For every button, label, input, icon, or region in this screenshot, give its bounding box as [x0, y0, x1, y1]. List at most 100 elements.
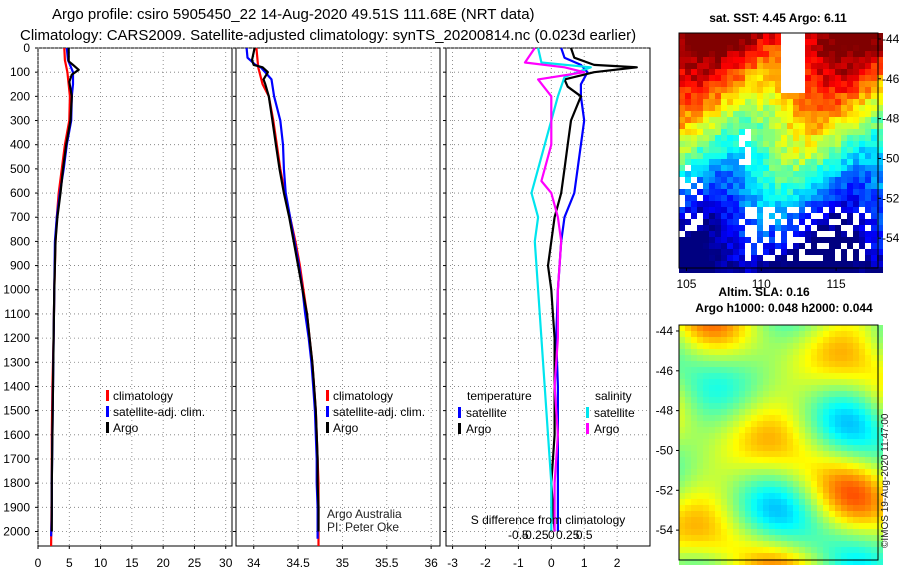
sla-cell — [685, 427, 691, 433]
sla-cell — [787, 505, 793, 511]
sst-cell — [715, 129, 721, 135]
sst-cell — [751, 39, 757, 45]
sst-cell — [697, 87, 703, 93]
sst-cell — [715, 213, 721, 219]
sst-cell — [823, 183, 829, 189]
sla-cell — [859, 529, 865, 535]
sla-cell — [835, 547, 841, 553]
sla-cell — [745, 433, 751, 439]
sla-cell — [727, 403, 733, 409]
sst-cell — [691, 207, 697, 213]
sla-cell — [859, 349, 865, 355]
sst-cell — [745, 219, 751, 225]
sst-cell — [853, 237, 859, 243]
sst-cell — [745, 267, 751, 273]
sst-cell — [829, 39, 835, 45]
sst-cell — [697, 213, 703, 219]
sla-cell — [739, 493, 745, 499]
sst-cell — [835, 105, 841, 111]
sla-cell — [847, 457, 853, 463]
sla-cell — [787, 421, 793, 427]
sla-cell — [781, 487, 787, 493]
sst-cell — [727, 129, 733, 135]
sla-cell — [829, 535, 835, 541]
sla-cell — [829, 415, 835, 421]
sla-cell — [799, 349, 805, 355]
sla-cell — [775, 493, 781, 499]
sst-cell — [763, 261, 769, 267]
sst-cell — [733, 51, 739, 57]
sla-cell — [847, 469, 853, 475]
sst-cell — [877, 87, 883, 93]
sla-cell — [877, 403, 883, 409]
sst-cell — [835, 123, 841, 129]
sla-cell — [715, 547, 721, 553]
sla-cell — [727, 421, 733, 427]
sla-cell — [733, 535, 739, 541]
sst-cell — [697, 69, 703, 75]
sla-cell — [829, 445, 835, 451]
sst-cell — [775, 153, 781, 159]
sst-cell — [841, 75, 847, 81]
sst-cell — [829, 255, 835, 261]
sst-cell — [697, 243, 703, 249]
sla-cell — [751, 541, 757, 547]
sla-cell — [763, 367, 769, 373]
sst-cell — [763, 75, 769, 81]
sla-cell — [745, 343, 751, 349]
sst-cell — [751, 87, 757, 93]
sst-cell — [703, 33, 709, 39]
sst-cell — [871, 177, 877, 183]
legend-swatch — [326, 422, 329, 433]
sla-cell — [775, 367, 781, 373]
sst-cell — [757, 177, 763, 183]
sla-cell — [697, 355, 703, 361]
sst-cell — [715, 111, 721, 117]
sst-cell — [823, 195, 829, 201]
depth-tick-label: 1000 — [3, 283, 30, 297]
sst-cell — [787, 39, 793, 45]
sst-cell — [865, 123, 871, 129]
sst-cell — [697, 267, 703, 273]
sst-cell — [709, 201, 715, 207]
sla-cell — [691, 337, 697, 343]
sst-cell — [733, 99, 739, 105]
sst-cell — [727, 165, 733, 171]
sst-cell — [823, 135, 829, 141]
sla-cell — [679, 331, 685, 337]
sla-cell — [799, 439, 805, 445]
sla-cell — [757, 541, 763, 547]
sla-cell — [745, 445, 751, 451]
sla-cell — [745, 355, 751, 361]
sla-cell — [745, 559, 751, 565]
sla-cell — [715, 463, 721, 469]
sla-cell — [721, 421, 727, 427]
sst-cell — [745, 129, 751, 135]
sla-cell — [811, 355, 817, 361]
sla-cell — [775, 463, 781, 469]
sla-cell — [775, 331, 781, 337]
sst-cell — [733, 243, 739, 249]
sla-cell — [709, 511, 715, 517]
sla-cell — [685, 433, 691, 439]
sla-cell — [811, 463, 817, 469]
sst-cell — [697, 189, 703, 195]
sst-cell — [877, 69, 883, 75]
sla-cell — [703, 445, 709, 451]
sla-cell — [697, 409, 703, 415]
sst-cell — [745, 201, 751, 207]
sst-cell — [679, 255, 685, 261]
sal-diff-tick-label: 0.5 — [576, 528, 593, 542]
sst-cell — [745, 117, 751, 123]
sla-cell — [805, 529, 811, 535]
sla-cell — [703, 487, 709, 493]
sst-cell — [715, 69, 721, 75]
sla-cell — [841, 487, 847, 493]
sst-cell — [811, 123, 817, 129]
sst-cell — [751, 159, 757, 165]
sla-cell — [685, 421, 691, 427]
sla-cell — [721, 343, 727, 349]
sst-cell — [775, 39, 781, 45]
sst-cell — [679, 165, 685, 171]
series-salinity-argo — [523, 47, 586, 532]
